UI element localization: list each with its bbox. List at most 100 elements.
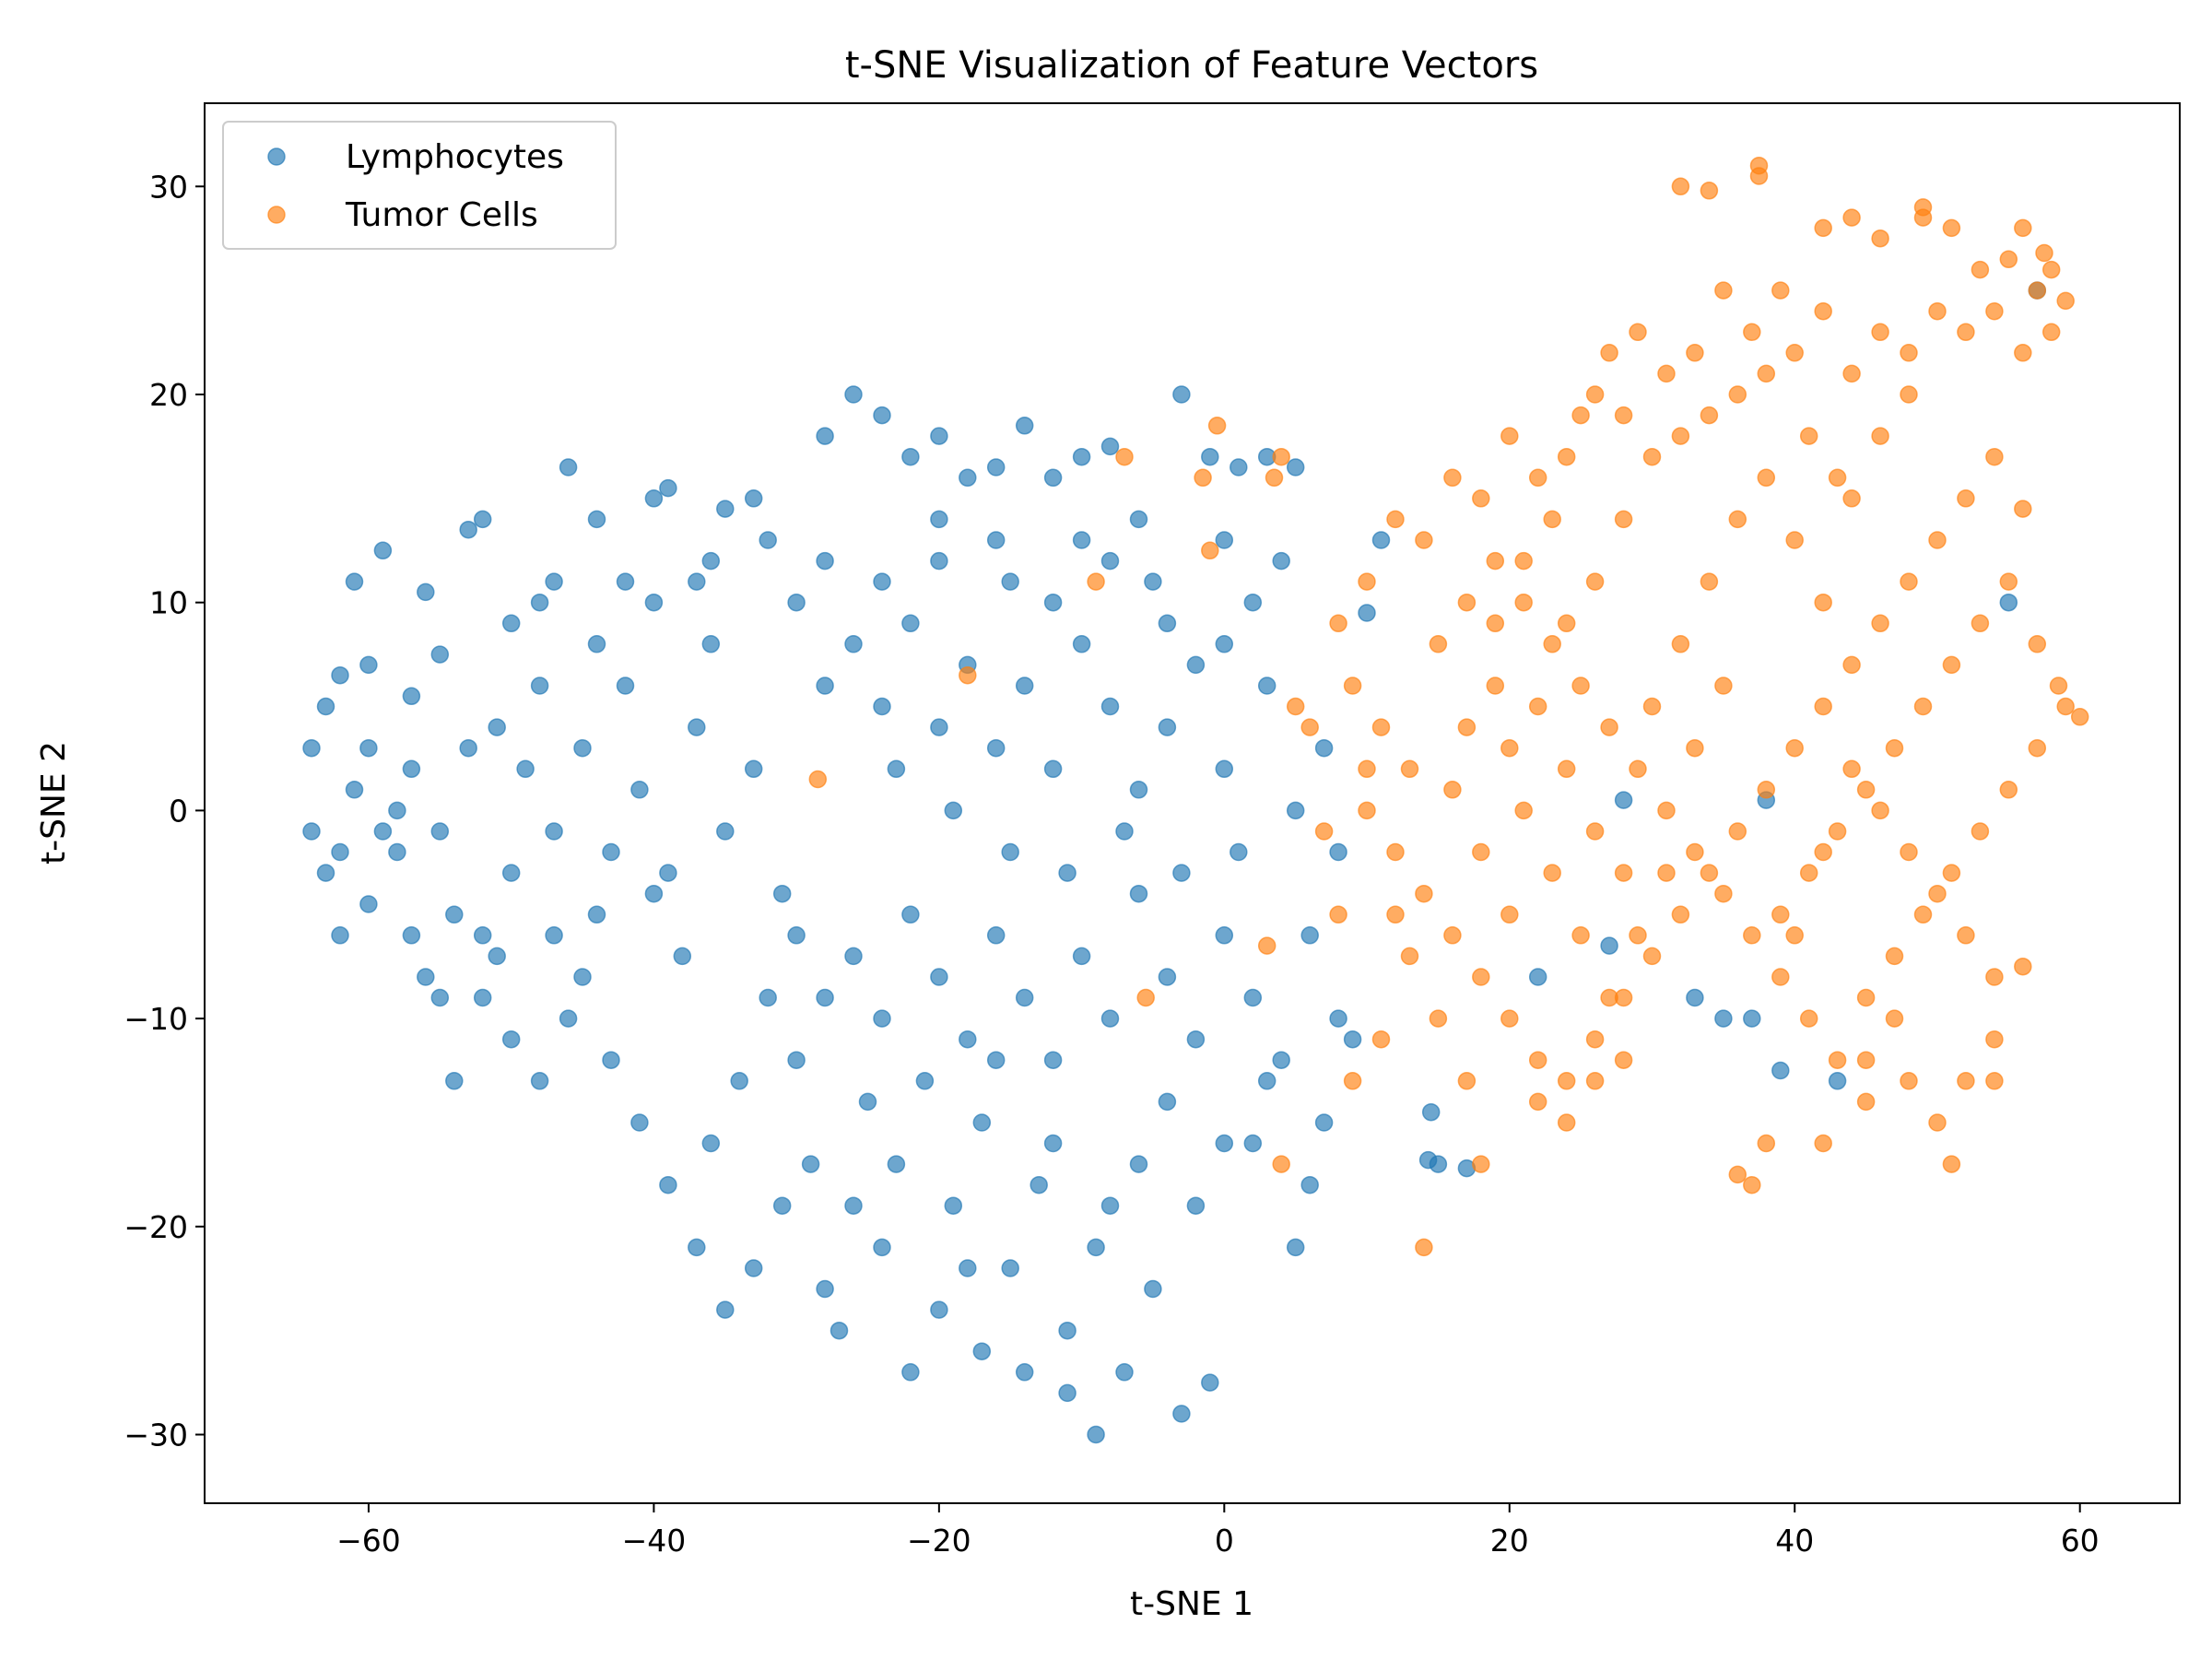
point-tumor-cells-190: [1714, 281, 1733, 300]
point-lymphocytes-139: [1314, 1113, 1334, 1132]
point-lymphocytes-85: [930, 718, 948, 736]
point-tumor-cells-130: [1472, 1155, 1490, 1173]
point-tumor-cells-169: [1286, 697, 1305, 716]
point-tumor-cells-14: [2041, 260, 2061, 279]
point-lymphocytes-44: [630, 781, 649, 799]
point-lymphocytes-137: [1243, 1134, 1263, 1153]
point-lymphocytes-155: [787, 1051, 806, 1069]
legend-marker-tumor-cells: [267, 206, 286, 224]
point-tumor-cells-196: [1543, 510, 1561, 529]
point-lymphocytes-197: [1286, 801, 1305, 820]
point-lymphocytes-7: [417, 582, 435, 602]
plot-area: [205, 103, 2180, 1503]
point-tumor-cells-46: [1358, 801, 1376, 820]
point-lymphocytes-162: [1100, 1196, 1120, 1215]
point-lymphocytes-41: [545, 822, 563, 841]
point-tumor-cells-175: [1087, 572, 1105, 591]
point-lymphocytes-49: [772, 884, 792, 903]
point-tumor-cells-36: [1500, 427, 1519, 445]
point-tumor-cells-132: [1743, 1175, 1761, 1194]
point-lymphocytes-113: [1272, 1051, 1290, 1069]
point-lymphocytes-141: [1358, 604, 1376, 622]
point-tumor-cells-43: [1343, 677, 1362, 695]
point-tumor-cells-139: [1957, 1072, 1975, 1090]
point-tumor-cells-133: [1757, 1134, 1776, 1153]
point-lymphocytes-115: [1329, 1009, 1347, 1028]
legend-label-tumor-cells: Tumor Cells: [345, 196, 538, 234]
x-tick-label: −40: [622, 1523, 687, 1559]
point-tumor-cells-27: [1757, 364, 1776, 383]
point-tumor-cells-47: [1386, 842, 1405, 862]
point-lymphocytes-89: [1043, 759, 1063, 779]
point-lymphocytes-63: [901, 447, 920, 466]
point-tumor-cells-40: [1386, 510, 1405, 529]
point-lymphocytes-161: [1043, 1134, 1063, 1153]
point-tumor-cells-182: [1985, 1072, 2004, 1090]
point-lymphocytes-99: [873, 1009, 891, 1028]
point-lymphocytes-181: [930, 510, 948, 529]
point-tumor-cells-181: [1257, 936, 1277, 955]
point-tumor-cells-140: [1985, 1030, 2004, 1049]
point-lymphocytes-148: [673, 947, 692, 966]
point-tumor-cells-102: [1828, 822, 1847, 841]
point-tumor-cells-154: [1600, 988, 1618, 1007]
point-tumor-cells-142: [1985, 968, 2004, 986]
point-tumor-cells-23: [1871, 323, 1889, 342]
point-tumor-cells-112: [1700, 572, 1719, 591]
point-lymphocytes-79: [1215, 531, 1234, 549]
point-tumor-cells-149: [1785, 926, 1804, 945]
point-lymphocytes-33: [616, 572, 635, 591]
point-tumor-cells-107: [1557, 759, 1576, 779]
point-tumor-cells-5: [1842, 208, 1861, 227]
point-lymphocytes-119: [944, 1196, 963, 1215]
point-tumor-cells-50: [1472, 968, 1490, 986]
point-tumor-cells-150: [1714, 677, 1733, 695]
point-lymphocytes-120: [972, 1113, 992, 1132]
point-lymphocytes-38: [716, 500, 735, 518]
point-tumor-cells-158: [1486, 677, 1505, 695]
point-tumor-cells-59: [1728, 822, 1747, 841]
point-tumor-cells-68: [1985, 447, 2004, 466]
point-tumor-cells-45: [1400, 759, 1419, 779]
point-tumor-cells-174: [1201, 541, 1219, 560]
point-lymphocytes-127: [1172, 1405, 1191, 1423]
point-tumor-cells-3: [1749, 167, 1769, 185]
point-tumor-cells-37: [1472, 489, 1490, 508]
point-lymphocytes-19: [530, 1072, 549, 1090]
point-lymphocytes-188: [545, 926, 563, 945]
point-lymphocytes-84: [901, 614, 920, 633]
point-tumor-cells-16: [2056, 291, 2075, 311]
point-tumor-cells-64: [1871, 614, 1889, 633]
point-lymphocytes-65: [959, 468, 977, 488]
point-tumor-cells-57: [1671, 905, 1690, 924]
point-tumor-cells-162: [1371, 1030, 1391, 1049]
point-tumor-cells-146: [1871, 801, 1889, 820]
x-tick-label: 60: [2061, 1523, 2100, 1559]
point-lymphocytes-146: [1144, 572, 1162, 591]
point-tumor-cells-79: [1686, 842, 1704, 862]
point-tumor-cells-22: [1900, 344, 1918, 362]
point-lymphocytes-11: [331, 926, 349, 945]
point-tumor-cells-101: [1856, 781, 1876, 799]
point-lymphocytes-17: [473, 926, 492, 945]
point-lymphocytes-185: [1158, 614, 1177, 633]
point-tumor-cells-98: [1942, 655, 1961, 675]
point-tumor-cells-93: [2070, 708, 2089, 726]
point-tumor-cells-24: [1842, 364, 1861, 383]
point-tumor-cells-21: [1928, 301, 1947, 321]
point-lymphocytes-158: [873, 1238, 891, 1257]
point-tumor-cells-96: [1999, 572, 2018, 591]
point-lymphocytes-191: [944, 801, 963, 820]
point-tumor-cells-153: [1629, 926, 1647, 945]
x-tick-label: −20: [907, 1523, 971, 1559]
point-tumor-cells-110: [1642, 697, 1662, 716]
point-tumor-cells-122: [1557, 614, 1576, 633]
point-lymphocytes-149: [730, 1072, 748, 1090]
point-tumor-cells-164: [1358, 759, 1376, 779]
point-lymphocytes-102: [959, 1030, 977, 1049]
point-tumor-cells-32: [1614, 406, 1633, 425]
point-tumor-cells-85: [1856, 988, 1876, 1007]
point-tumor-cells-161: [1400, 947, 1419, 966]
point-lymphocytes-20: [345, 781, 364, 799]
